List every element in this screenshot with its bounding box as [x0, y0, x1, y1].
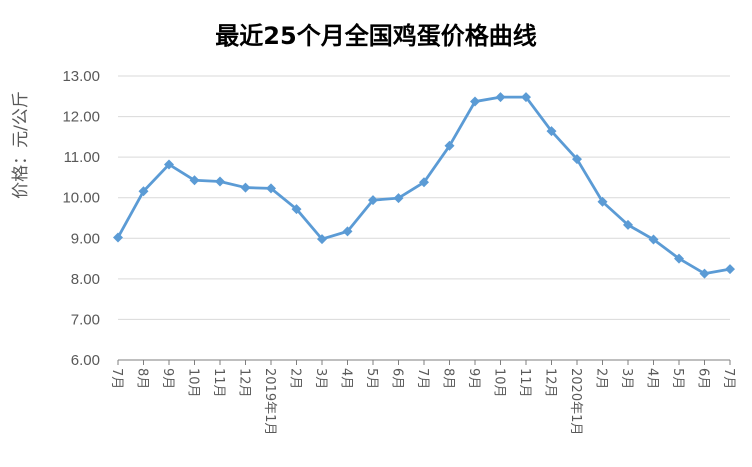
x-tick-label: 11月 — [211, 368, 226, 398]
data-point — [317, 234, 327, 245]
data-point — [648, 234, 659, 245]
x-tick-label: 6月 — [390, 368, 405, 389]
gridlines — [118, 75, 730, 320]
x-tick-label: 10月 — [186, 368, 201, 398]
x-tick-label: 7月 — [721, 368, 736, 389]
x-tick-label: 12月 — [237, 368, 252, 398]
y-tick-label: 12.00 — [62, 109, 100, 126]
x-tick-label: 8月 — [441, 368, 456, 389]
y-tick-label: 13.00 — [62, 68, 100, 85]
x-tick-label: 3月 — [313, 368, 328, 389]
data-point — [674, 253, 684, 264]
x-tick-label: 7月 — [415, 368, 430, 389]
y-tick-label: 8.00 — [71, 271, 100, 288]
x-tick-label: 6月 — [696, 368, 711, 389]
x-tick-label: 5月 — [670, 368, 685, 389]
x-tick-label: 7月 — [109, 368, 124, 389]
x-tick-label: 3月 — [619, 368, 634, 389]
x-tick-label: 12月 — [543, 368, 558, 398]
x-tick-label: 11月 — [517, 368, 532, 398]
x-tick-label: 4月 — [645, 368, 660, 389]
data-point — [240, 182, 251, 193]
data-point — [546, 126, 557, 137]
y-tick-label: 6.00 — [71, 352, 100, 369]
x-axis — [117, 359, 731, 365]
x-tick-label: 2019年1月 — [262, 368, 277, 435]
data-point — [572, 154, 582, 165]
data-point — [444, 140, 455, 151]
y-axis-ticks: 6.00 7.00 8.00 9.00 10.00 11.00 12.00 13.00 — [62, 68, 100, 369]
data-point — [138, 186, 149, 197]
data-point — [699, 268, 710, 279]
data-point — [725, 264, 735, 275]
y-tick-label: 11.00 — [64, 149, 100, 166]
x-tick-label: 8月 — [135, 368, 150, 389]
y-tick-label: 10.00 — [62, 190, 100, 207]
data-point — [113, 232, 123, 243]
x-axis-ticks: 7月 8月 9月 10月 11月 12月 2019年1月 2月 3月 4月 5月 6月 7月 8月 9月 10… — [109, 368, 736, 435]
y-tick-label: 9.00 — [71, 230, 100, 247]
x-tick-label: 4月 — [339, 368, 354, 389]
data-point — [521, 92, 531, 103]
data-point — [266, 183, 276, 194]
data-markers — [113, 92, 735, 279]
data-point — [164, 159, 174, 170]
data-point — [470, 96, 480, 107]
data-point — [623, 219, 633, 230]
data-point — [189, 175, 200, 186]
y-axis-label: 价格：元/公斤 — [11, 91, 31, 199]
chart-title: 最近25个月全国鸡蛋价格曲线 — [215, 22, 536, 50]
data-point — [215, 176, 225, 187]
x-tick-label: 2020年1月 — [568, 368, 583, 435]
data-point — [419, 177, 429, 188]
x-tick-label: 5月 — [364, 368, 379, 389]
x-tick-label: 9月 — [160, 368, 175, 389]
x-tick-label: 10月 — [492, 368, 507, 398]
data-point — [368, 195, 378, 206]
data-point — [393, 193, 404, 204]
data-point — [291, 204, 302, 215]
x-tick-label: 2月 — [288, 368, 303, 389]
y-tick-label: 7.00 — [71, 311, 100, 328]
data-point — [342, 226, 353, 237]
x-tick-label: 9月 — [466, 368, 481, 389]
x-tick-label: 2月 — [594, 368, 609, 389]
data-point — [597, 196, 608, 207]
data-point — [495, 92, 506, 103]
